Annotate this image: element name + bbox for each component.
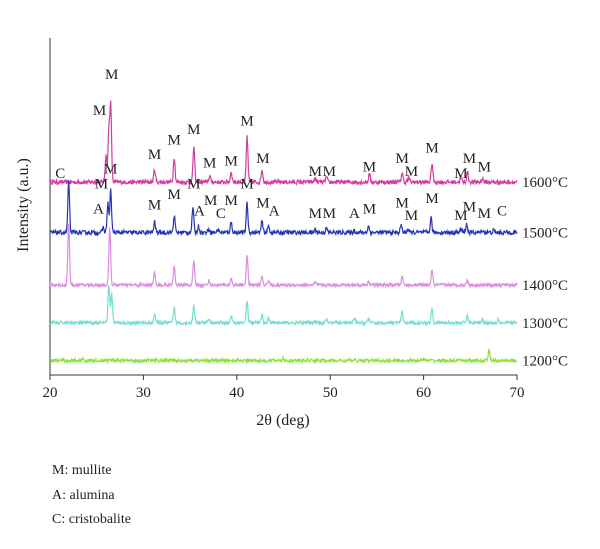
peak-annotation: M bbox=[256, 151, 269, 167]
peak-annotation: M bbox=[203, 155, 216, 171]
peak-annotation: A bbox=[194, 204, 205, 220]
peak-annotation: M bbox=[405, 164, 418, 180]
series-label-0: 1600°C bbox=[522, 175, 568, 191]
x-tick-label: 50 bbox=[323, 385, 338, 401]
x-tick-label: 70 bbox=[510, 385, 525, 401]
peak-annotation: M bbox=[240, 176, 253, 192]
peak-annotation: M bbox=[363, 160, 376, 176]
x-ticks: 20 30 40 50 60 70 bbox=[43, 375, 525, 401]
peak-annotation: M bbox=[187, 176, 200, 192]
series-labels: 1600°C 1500°C 1400°C 1300°C 1200°C bbox=[522, 175, 568, 370]
series-label-1: 1500°C bbox=[522, 226, 568, 242]
peak-annotation: M bbox=[478, 160, 491, 176]
series-line-1 bbox=[49, 180, 518, 237]
peak-annotation: M bbox=[454, 208, 467, 224]
series-line-0 bbox=[49, 100, 518, 187]
series-label-4: 1200°C bbox=[522, 354, 568, 370]
peak-annotation: M bbox=[425, 191, 438, 207]
peak-annotation: M bbox=[204, 193, 217, 209]
peak-annotation: M bbox=[309, 206, 322, 222]
series-label-2: 1400°C bbox=[522, 278, 568, 294]
peak-annotation: M bbox=[104, 162, 117, 178]
peak-annotation: A bbox=[269, 204, 280, 220]
series-line-4 bbox=[49, 348, 518, 365]
peak-annotation: M bbox=[93, 103, 106, 119]
peak-annotation: M bbox=[187, 122, 200, 138]
legend-cristobalite: C: cristobalite bbox=[52, 512, 131, 527]
x-tick-label: 40 bbox=[229, 385, 244, 401]
peak-annotation: M bbox=[148, 197, 161, 213]
peak-annotation: A bbox=[349, 206, 360, 222]
peak-annotation: M bbox=[105, 67, 118, 83]
peak-annotation: M bbox=[148, 147, 161, 163]
series-group bbox=[49, 100, 518, 365]
y-axis-label: Intensity (a.u.) bbox=[15, 158, 32, 252]
peak-annotation: M bbox=[256, 195, 269, 211]
peak-annotation: M bbox=[463, 200, 476, 216]
peak-annotation: M bbox=[463, 151, 476, 167]
peak-annotation: M bbox=[405, 208, 418, 224]
series-label-3: 1300°C bbox=[522, 316, 568, 332]
peak-annotation: M bbox=[168, 132, 181, 148]
peak-annotation: M bbox=[323, 206, 336, 222]
peak-annotation: C bbox=[216, 206, 226, 222]
peak-annotation: M bbox=[225, 193, 238, 209]
peak-annotation: M bbox=[395, 195, 408, 211]
peak-annotation: M bbox=[225, 153, 238, 169]
peak-annotation: M bbox=[95, 176, 108, 192]
peak-annotation: A bbox=[93, 202, 104, 218]
peak-annotation: M bbox=[323, 164, 336, 180]
legend-mullite: M: mullite bbox=[52, 463, 112, 478]
peak-annotation: C bbox=[497, 204, 507, 220]
series-line-3 bbox=[49, 284, 518, 327]
peak-annotation: M bbox=[395, 151, 408, 167]
peak-annotation: M bbox=[168, 187, 181, 203]
peak-annotation: M bbox=[240, 113, 253, 129]
x-tick-label: 30 bbox=[136, 385, 151, 401]
x-axis-label: 2θ (deg) bbox=[256, 412, 309, 429]
series-line-2 bbox=[49, 223, 518, 289]
legend-alumina: A: alumina bbox=[52, 488, 115, 503]
peak-annotation: M bbox=[363, 202, 376, 218]
peak-annotation: M bbox=[425, 141, 438, 157]
axes bbox=[49, 38, 517, 376]
x-tick-label: 20 bbox=[43, 385, 58, 401]
peak-annotation: M bbox=[309, 164, 322, 180]
peak-annotation: M bbox=[478, 206, 491, 222]
x-tick-label: 60 bbox=[416, 385, 431, 401]
peak-annotation: M bbox=[454, 166, 467, 182]
peak-annotation: C bbox=[55, 166, 65, 182]
